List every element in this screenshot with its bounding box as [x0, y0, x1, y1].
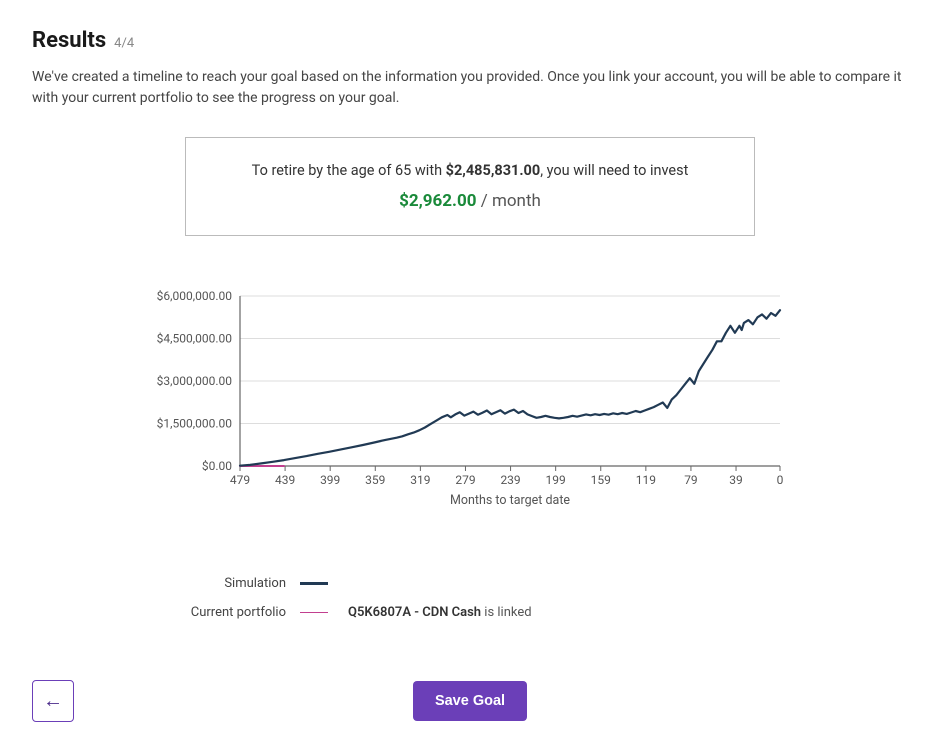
- legend-portfolio-label: Current portfolio: [140, 605, 300, 620]
- summary-prefix: To retire by the age of 65 with: [252, 162, 446, 179]
- svg-text:479: 479: [230, 473, 250, 487]
- save-goal-button[interactable]: Save Goal: [413, 681, 527, 721]
- summary-box: To retire by the age of 65 with $2,485,8…: [185, 137, 755, 236]
- summary-target-amount: $2,485,831.00: [446, 162, 541, 179]
- summary-line: To retire by the age of 65 with $2,485,8…: [206, 162, 734, 179]
- chart-container: $0.00 $1,500,000.00 $3,000,000.00 $4,500,00…: [140, 286, 800, 546]
- footer: ← Save Goal: [32, 680, 908, 722]
- svg-text:$0.00: $0.00: [202, 459, 232, 473]
- step-indicator: 4/4: [114, 36, 134, 51]
- back-button[interactable]: ←: [32, 680, 74, 722]
- svg-text:$1,500,000.00: $1,500,000.00: [157, 417, 233, 431]
- page-description: We've created a timeline to reach your g…: [32, 67, 908, 109]
- legend-row-portfolio: Current portfolio Q5K6807A - CDN Cash is…: [140, 605, 800, 620]
- svg-text:439: 439: [275, 473, 295, 487]
- svg-text:0: 0: [777, 473, 784, 487]
- svg-text:119: 119: [636, 473, 656, 487]
- svg-text:199: 199: [546, 473, 566, 487]
- summary-invest: $2,962.00 / month: [206, 191, 734, 211]
- svg-text:279: 279: [455, 473, 475, 487]
- svg-text:359: 359: [365, 473, 385, 487]
- invest-amount: $2,962.00: [399, 191, 476, 211]
- arrow-left-icon: ←: [43, 690, 63, 713]
- svg-text:79: 79: [684, 473, 698, 487]
- legend-linked-account: Q5K6807A - CDN Cash: [348, 605, 481, 620]
- svg-text:319: 319: [410, 473, 430, 487]
- svg-text:Months to target date: Months to target date: [450, 493, 570, 508]
- legend-row-simulation: Simulation: [140, 576, 800, 591]
- legend-simulation-label: Simulation: [140, 576, 300, 591]
- legend: Simulation Current portfolio Q5K6807A - …: [140, 576, 800, 620]
- svg-text:39: 39: [729, 473, 743, 487]
- svg-text:399: 399: [320, 473, 340, 487]
- page-title: Results: [32, 28, 106, 53]
- svg-text:159: 159: [591, 473, 611, 487]
- summary-suffix: , you will need to invest: [540, 162, 688, 179]
- svg-text:239: 239: [500, 473, 520, 487]
- svg-text:$4,500,000.00: $4,500,000.00: [157, 332, 233, 346]
- svg-text:$3,000,000.00: $3,000,000.00: [157, 374, 233, 388]
- legend-linked-text: Q5K6807A - CDN Cash is linked: [348, 605, 532, 620]
- invest-per: / month: [477, 191, 541, 211]
- legend-portfolio-swatch: [300, 612, 328, 614]
- legend-linked-suffix: is linked: [481, 605, 532, 620]
- legend-simulation-swatch: [300, 582, 328, 585]
- chart-svg: $0.00 $1,500,000.00 $3,000,000.00 $4,500,00…: [140, 286, 800, 546]
- svg-text:$6,000,000.00: $6,000,000.00: [157, 289, 233, 303]
